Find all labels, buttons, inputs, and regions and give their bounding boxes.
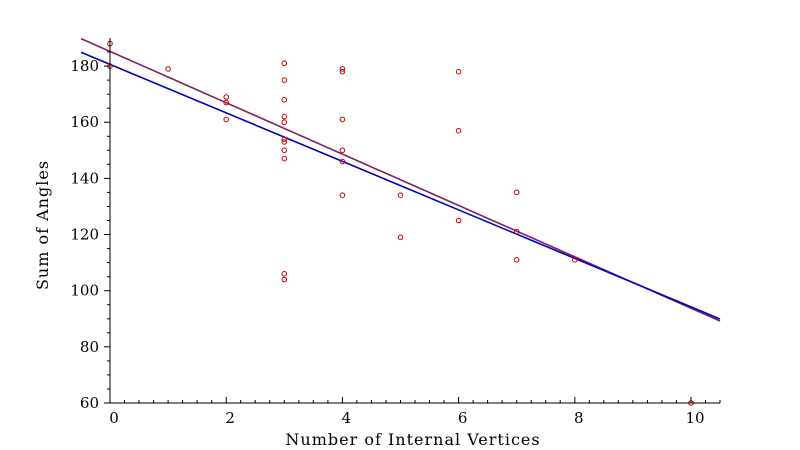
data-point xyxy=(397,234,404,241)
y-axis-title: Sum of Angles xyxy=(33,160,52,290)
data-point xyxy=(281,276,288,283)
data-point xyxy=(455,217,462,224)
data-point xyxy=(281,136,288,142)
data-point xyxy=(339,192,346,198)
y-tick-label: 80 xyxy=(80,338,99,356)
data-point xyxy=(513,228,520,235)
x-tick-label: 2 xyxy=(225,409,235,427)
data-point xyxy=(281,113,288,120)
data-point xyxy=(281,60,288,67)
y-axis xyxy=(104,38,111,404)
y-tick-label: 100 xyxy=(70,282,99,300)
data-point xyxy=(281,77,288,83)
data-point xyxy=(223,94,229,100)
data-point xyxy=(223,116,229,123)
x-tick-label: 0 xyxy=(109,409,119,427)
data-point xyxy=(339,158,346,165)
y-tick-label: 60 xyxy=(80,394,99,412)
y-tick-label: 180 xyxy=(70,57,99,75)
fit-lines xyxy=(80,37,721,322)
data-points xyxy=(107,40,694,406)
data-point xyxy=(281,155,288,162)
x-tick-label: 6 xyxy=(458,409,468,427)
x-tick-labels: 0 2 4 6 8 10 xyxy=(109,409,704,427)
y-tick-label: 140 xyxy=(70,169,99,187)
x-tick-label: 10 xyxy=(685,409,704,427)
data-point xyxy=(281,147,288,154)
data-point xyxy=(281,271,288,277)
data-point xyxy=(397,192,404,198)
data-point xyxy=(455,127,462,134)
fit-line-2 xyxy=(80,51,721,320)
x-tick-label: 4 xyxy=(342,409,352,427)
data-point xyxy=(223,99,229,106)
data-point xyxy=(281,139,288,145)
data-point xyxy=(339,66,346,72)
data-point xyxy=(339,68,346,75)
data-point xyxy=(513,189,520,196)
data-point xyxy=(339,116,346,123)
data-point xyxy=(455,68,462,75)
data-point xyxy=(513,257,520,263)
y-tick-label: 160 xyxy=(70,113,99,131)
x-tick-label: 8 xyxy=(574,409,584,427)
x-axis xyxy=(109,397,721,404)
data-point xyxy=(281,119,288,125)
x-axis-title: Number of Internal Vertices xyxy=(285,430,540,449)
y-tick-labels: 60 80 100 120 140 160 180 xyxy=(70,57,99,412)
data-point xyxy=(165,66,171,72)
data-point xyxy=(281,97,288,103)
y-tick-label: 120 xyxy=(70,226,99,244)
data-point xyxy=(339,147,346,154)
data-point xyxy=(572,257,578,263)
